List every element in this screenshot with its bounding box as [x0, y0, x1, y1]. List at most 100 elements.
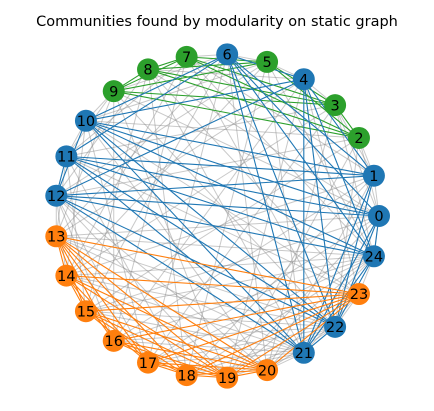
- node-circle-8: [137, 58, 160, 81]
- node-24: 24: [362, 245, 385, 268]
- community-edge-6-11: [66, 53, 228, 157]
- community-edge-4-24: [303, 79, 375, 257]
- community-edge-14-23: [66, 275, 359, 295]
- node-circle-18: [175, 364, 198, 387]
- node-7: 7: [175, 45, 198, 68]
- edge-16-24: [113, 255, 375, 342]
- community-edge-5-8: [147, 61, 268, 70]
- community-edge-15-23: [85, 293, 359, 312]
- node-label-2: 2: [354, 131, 363, 147]
- edge-1-16: [113, 175, 375, 342]
- node-11: 11: [55, 145, 78, 168]
- node-23: 23: [347, 283, 370, 306]
- node-0: 0: [368, 205, 390, 227]
- edge-2-10: [85, 120, 359, 139]
- edge-16-21: [113, 340, 304, 354]
- node-label-1: 1: [369, 169, 378, 185]
- edge-5-12: [56, 61, 268, 197]
- edge-1-7: [186, 56, 375, 177]
- node-circle-24: [362, 245, 385, 268]
- community-edge-6-10: [85, 53, 228, 122]
- edge-8-23: [147, 69, 360, 295]
- community-edge-1-11: [66, 155, 374, 177]
- community-edge-2-8: [147, 68, 360, 139]
- node-label-8: 8: [143, 63, 152, 79]
- node-8: 8: [137, 58, 160, 81]
- community-edge-21-24: [303, 255, 375, 354]
- community-edge-17-20: [147, 362, 268, 371]
- node-label-21: 21: [295, 346, 313, 362]
- community-edge-6-24: [226, 53, 375, 257]
- edge-14-24: [66, 255, 374, 277]
- edge-8-12: [55, 69, 149, 196]
- community-edge-0-10: [85, 120, 380, 217]
- edge-10-20: [85, 120, 268, 371]
- community-edge-6-22: [226, 54, 336, 328]
- edge-8-18: [147, 69, 188, 376]
- node-circle-1: [362, 164, 385, 187]
- node-circle-7: [175, 45, 198, 68]
- community-edge-16-19: [113, 340, 228, 379]
- node-circle-12: [45, 184, 68, 207]
- node-label-16: 16: [105, 334, 123, 350]
- node-16: 16: [102, 329, 125, 352]
- node-18: 18: [175, 364, 198, 387]
- node-2: 2: [347, 126, 370, 149]
- node-circle-16: [102, 329, 125, 352]
- community-edge-1-21: [303, 175, 375, 353]
- community-edge-15-20: [85, 310, 268, 371]
- edge-6-13: [55, 53, 228, 237]
- node-label-7: 7: [182, 50, 191, 66]
- community-edge-12-21: [55, 195, 305, 354]
- node-label-4: 4: [299, 72, 308, 88]
- figure-title: Communities found by modularity on stati…: [36, 14, 398, 30]
- community-edge-1-4: [303, 78, 375, 177]
- node-label-6: 6: [223, 48, 232, 64]
- community-edge-1-10: [85, 120, 375, 177]
- node-6: 6: [216, 43, 239, 66]
- node-circle-21: [292, 341, 315, 364]
- community-edge-10-21: [85, 120, 305, 354]
- community-edge-20-23: [266, 293, 360, 371]
- node-label-11: 11: [57, 150, 75, 166]
- node-14: 14: [55, 264, 78, 287]
- edge-4-19: [226, 79, 305, 378]
- community-edge-14-20: [66, 275, 268, 371]
- node-circle-11: [55, 145, 78, 168]
- community-edge-4-10: [85, 78, 304, 122]
- edge-19-24: [226, 255, 375, 379]
- node-label-22: 22: [326, 320, 344, 336]
- edge-1-14: [66, 175, 375, 277]
- edge-6-17: [147, 54, 228, 363]
- community-edge-16-20: [113, 340, 268, 371]
- community-edge-10-24: [85, 120, 375, 257]
- node-1: 1: [362, 164, 385, 187]
- edge-17-24: [147, 255, 375, 364]
- node-circle-3: [324, 94, 347, 117]
- edge-0-8: [147, 68, 380, 217]
- node-circle-23: [347, 283, 370, 306]
- node-label-3: 3: [330, 98, 339, 114]
- community-edge-12-24: [56, 195, 375, 257]
- node-circle-15: [74, 300, 97, 323]
- node-circle-14: [55, 264, 78, 287]
- edge-5-10: [85, 61, 268, 122]
- edge-0-9: [113, 90, 380, 217]
- node-12: 12: [45, 184, 68, 207]
- edge-13-24: [56, 235, 374, 257]
- community-edge-1-6: [226, 53, 375, 177]
- node-9: 9: [102, 80, 125, 103]
- node-label-23: 23: [350, 287, 368, 303]
- community-edge-3-9: [113, 90, 336, 106]
- community-edge-10-22: [85, 120, 336, 328]
- node-label-19: 19: [218, 371, 236, 387]
- edge-0-19: [226, 215, 380, 379]
- node-label-20: 20: [258, 363, 276, 379]
- edge-9-22: [113, 90, 336, 328]
- node-circle-4: [292, 68, 315, 91]
- edge-12-17: [55, 195, 149, 363]
- node-circle-6: [216, 43, 239, 66]
- node-circle-2: [347, 126, 370, 149]
- node-label-12: 12: [47, 189, 65, 205]
